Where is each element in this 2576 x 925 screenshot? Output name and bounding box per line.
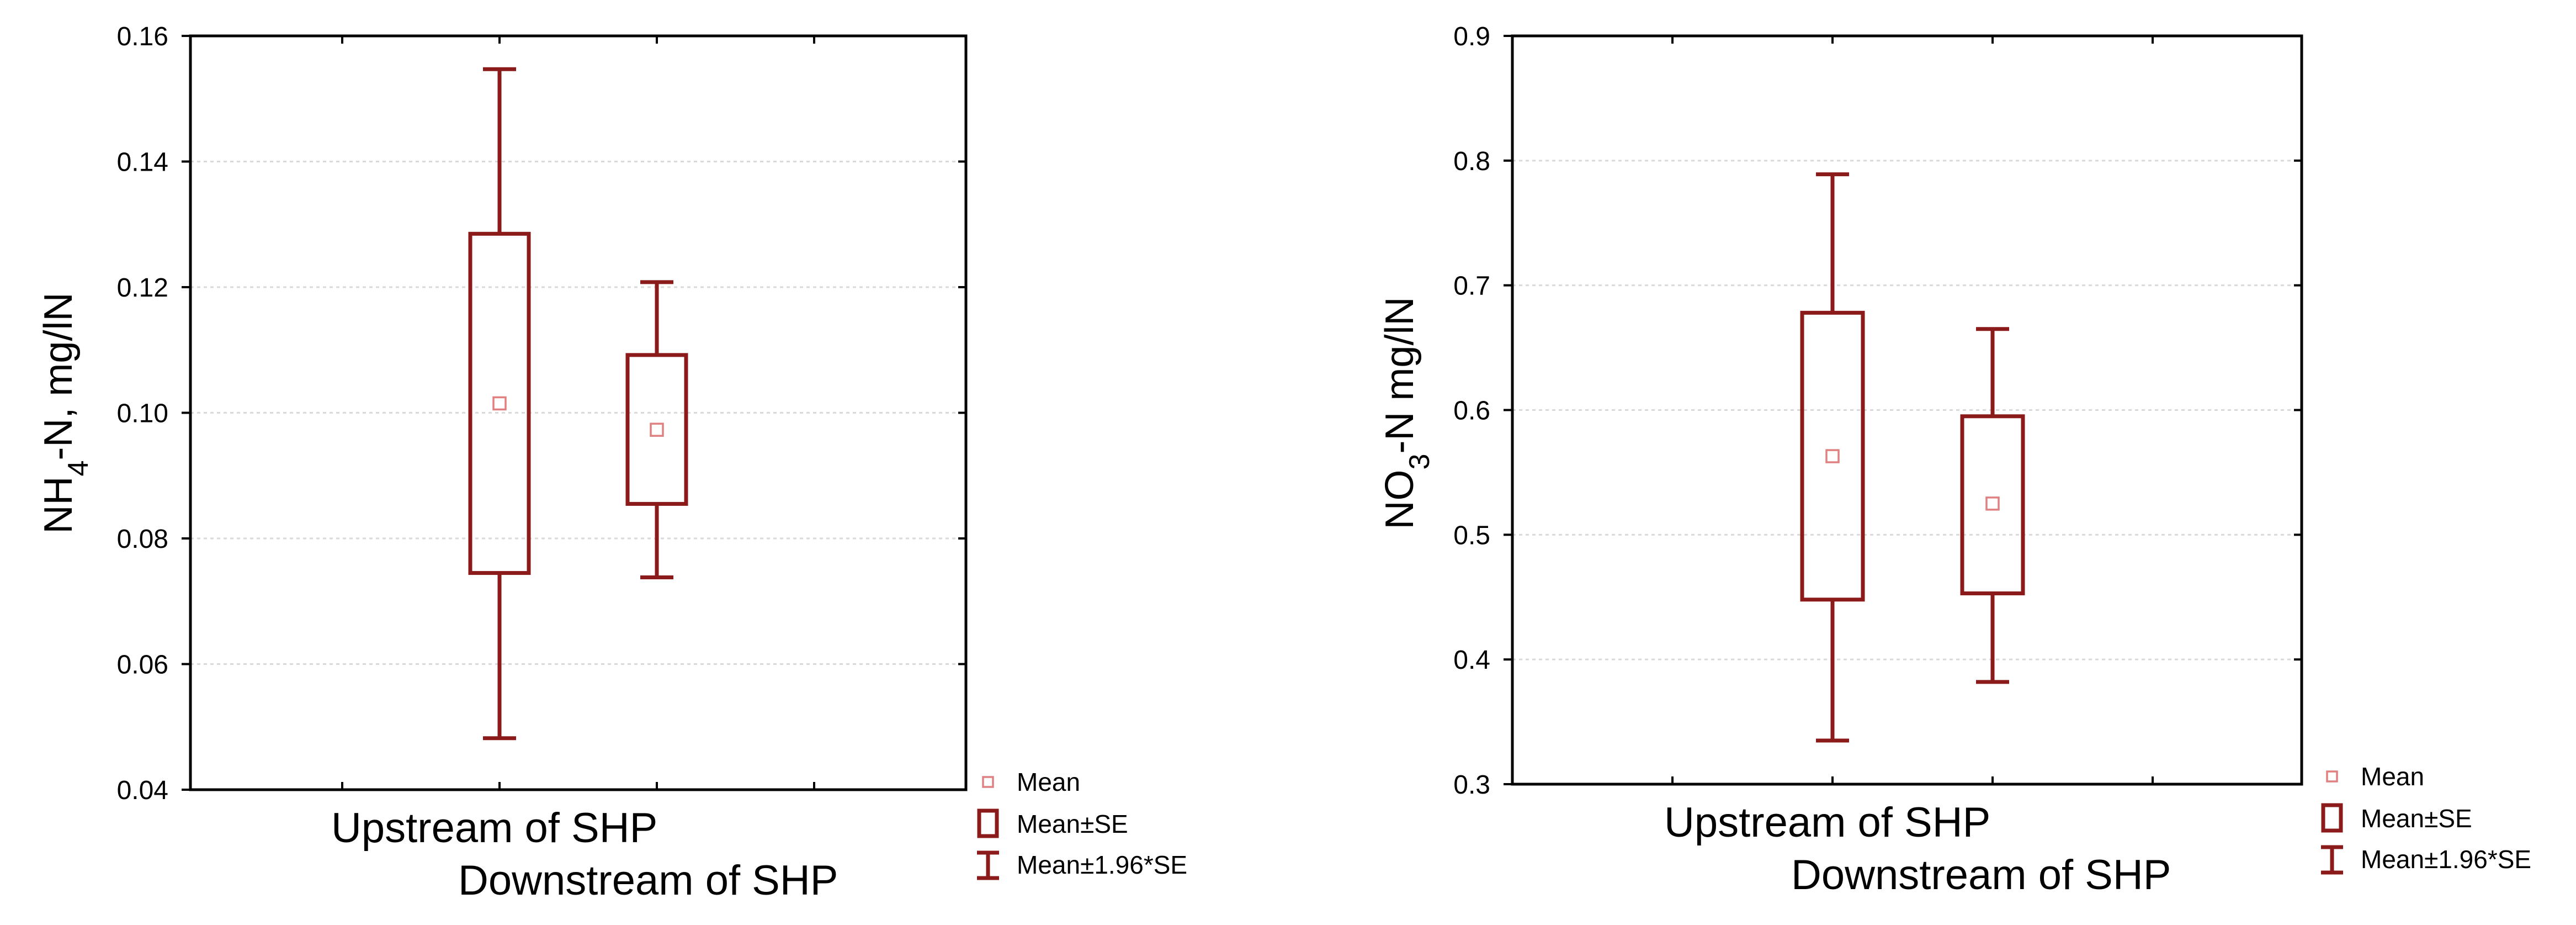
- y-tick-label: 0.7: [1453, 272, 1490, 301]
- legend-mean-icon: [982, 776, 994, 788]
- legend-label: Mean±1.96*SE: [2361, 845, 2531, 874]
- y-axis-label: NH4-N, mg/lN: [36, 293, 94, 534]
- plot-frame: [189, 34, 968, 791]
- legend-label: Mean: [1017, 768, 1080, 796]
- y-tick-label: 0.8: [1453, 147, 1490, 176]
- y-tick-label: 0.5: [1453, 521, 1490, 550]
- y-tick-label: 0.6: [1453, 397, 1490, 426]
- legend-label: Mean: [2361, 762, 2424, 791]
- box-2: [1960, 327, 2025, 684]
- legend-label: Mean±1.96*SE: [1017, 850, 1187, 879]
- chart-2: 0.3 0.4 0.5 0.6 0.7 0.8 0.9 Upstream of SHP Down…: [1378, 22, 2531, 898]
- category-label: Upstream of SHP: [331, 805, 657, 852]
- chart-1: 0.04 0.06 0.08 0.10 0.12 0.14 0.16 Upstream of …: [36, 22, 1187, 904]
- legend-label: Mean±SE: [2361, 804, 2472, 833]
- category-label: Downstream of SHP: [458, 857, 838, 904]
- mean-marker: [1825, 449, 1840, 463]
- plot-frame: [1511, 34, 2303, 786]
- se-box: [625, 353, 688, 506]
- se-box: [468, 231, 531, 575]
- y-tick-label: 0.04: [117, 776, 168, 805]
- box-1: [1800, 172, 1865, 743]
- y-tick-label: 0.06: [117, 651, 168, 680]
- mean-marker: [650, 422, 664, 437]
- category-label: Downstream of SHP: [1791, 852, 2171, 898]
- y-tick-label: 0.08: [117, 525, 168, 554]
- y-tick-label: 0.4: [1453, 646, 1490, 675]
- legend-se-icon: [2321, 803, 2343, 833]
- se-box: [1800, 310, 1865, 602]
- legend: Mean Mean±SE Mean±1.96*SE: [2321, 762, 2531, 875]
- y-tick-label: 0.10: [117, 399, 168, 429]
- y-tick-label: 0.9: [1453, 22, 1490, 51]
- mean-marker: [492, 396, 507, 411]
- mean-marker: [1985, 496, 2000, 511]
- box-2: [625, 280, 688, 580]
- se-box: [1960, 414, 2025, 595]
- category-label: Upstream of SHP: [1664, 799, 1990, 846]
- y-tick-label: 0.12: [117, 273, 168, 303]
- legend-mean-icon: [2326, 770, 2338, 783]
- y-axis-label: NO3-N mg/lN: [1378, 297, 1436, 530]
- y-tick-label: 0.3: [1453, 770, 1490, 800]
- legend-label: Mean±SE: [1017, 810, 1128, 838]
- legend-se-icon: [977, 808, 999, 838]
- y-tick-label: 0.16: [117, 22, 168, 51]
- legend: Mean Mean±SE Mean±1.96*SE: [977, 768, 1187, 880]
- box-1: [468, 67, 531, 741]
- y-tick-label: 0.14: [117, 148, 168, 177]
